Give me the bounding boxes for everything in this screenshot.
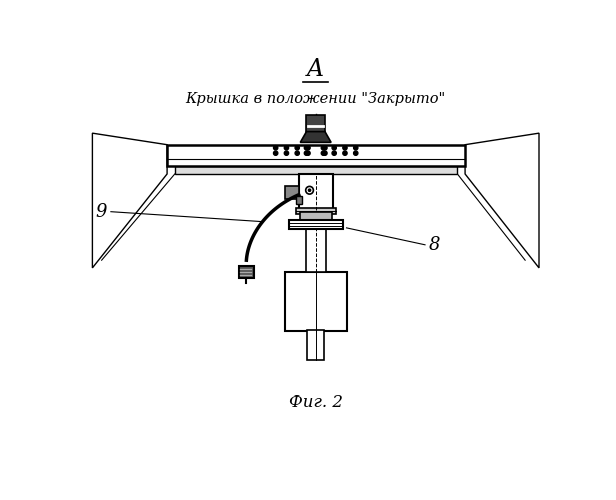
Bar (167, 144, 465, 167)
Text: A: A (307, 58, 324, 81)
Circle shape (309, 189, 310, 192)
Bar (299, 174, 333, 210)
Circle shape (354, 151, 358, 156)
Bar (307, 330, 324, 360)
Polygon shape (92, 133, 167, 268)
Bar (306, 230, 326, 272)
Circle shape (322, 151, 326, 156)
Text: 9: 9 (96, 202, 107, 220)
Circle shape (332, 151, 336, 156)
Circle shape (274, 146, 278, 150)
Circle shape (332, 146, 336, 150)
Text: Фиг. 2: Фиг. 2 (289, 394, 342, 411)
Circle shape (295, 146, 299, 150)
Circle shape (306, 151, 310, 156)
Polygon shape (301, 132, 331, 142)
Circle shape (306, 146, 310, 150)
Circle shape (322, 146, 326, 150)
Circle shape (306, 186, 314, 194)
Bar (175, 166, 458, 174)
Circle shape (323, 151, 327, 156)
Bar (296, 208, 336, 214)
Circle shape (274, 151, 278, 156)
Bar (285, 186, 299, 200)
Circle shape (323, 146, 327, 150)
Bar (285, 272, 347, 331)
Bar (296, 196, 302, 204)
Bar (307, 114, 325, 132)
Bar (289, 220, 342, 230)
Text: Крышка в положении "Закрыто": Крышка в положении "Закрыто" (185, 92, 446, 106)
Bar (299, 212, 332, 220)
Text: 8: 8 (429, 236, 440, 254)
Bar (239, 266, 254, 278)
Polygon shape (465, 133, 539, 268)
Circle shape (304, 146, 309, 150)
Circle shape (295, 151, 299, 156)
Circle shape (285, 151, 288, 156)
Circle shape (304, 151, 309, 156)
Circle shape (343, 146, 347, 150)
Circle shape (354, 146, 358, 150)
Circle shape (343, 151, 347, 156)
Circle shape (285, 146, 288, 150)
